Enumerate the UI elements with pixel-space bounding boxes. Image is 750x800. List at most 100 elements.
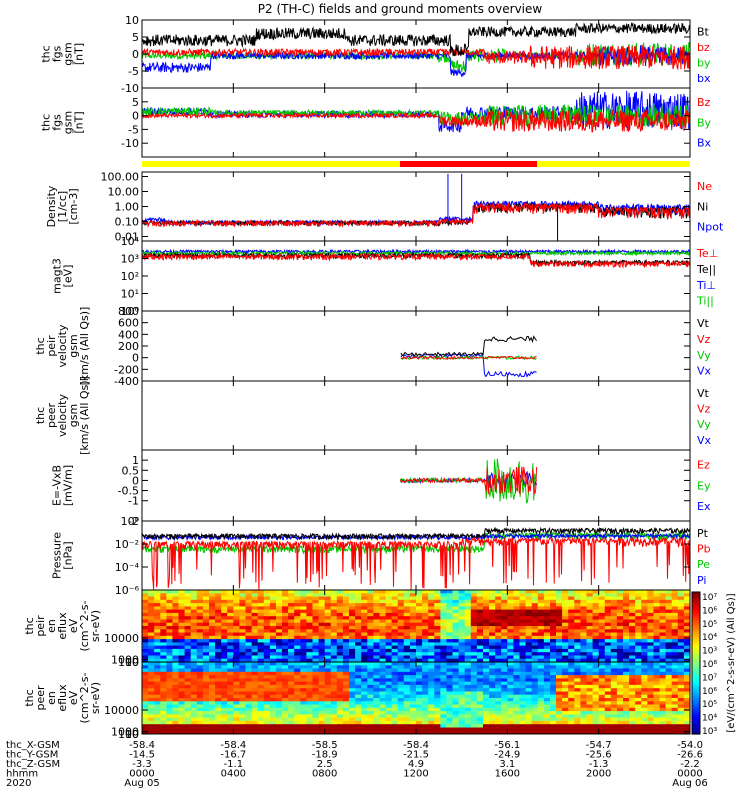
heat-cell (537, 678, 545, 683)
heat-cell (580, 609, 588, 614)
heat-cell (202, 707, 210, 712)
heat-cell (349, 711, 356, 715)
heat-cell (513, 655, 521, 660)
heat-cell (592, 626, 600, 630)
heat-cell (324, 622, 332, 627)
heat-cell (239, 717, 247, 722)
heat-cell (257, 675, 265, 679)
heat-cell (349, 704, 356, 709)
heat-cell (349, 599, 356, 604)
heat-cell (312, 714, 320, 719)
heat-cell (592, 665, 600, 670)
colorbar-step (692, 651, 700, 655)
heat-cell (403, 691, 411, 696)
heat-cell (385, 616, 393, 621)
heat-cell (677, 629, 685, 634)
heat-cell (154, 632, 161, 637)
heat-cell (282, 616, 289, 621)
heat-cell (525, 603, 533, 607)
heat-cell (452, 616, 460, 621)
heat-cell (154, 652, 161, 657)
heat-cell (367, 675, 374, 679)
heat-cell (379, 681, 387, 686)
heat-cell (537, 603, 545, 607)
heat-cell (537, 668, 545, 673)
heat-cell (464, 590, 472, 594)
heat-cell (683, 694, 690, 699)
heat-cell (355, 720, 362, 725)
heat-cell (196, 727, 204, 732)
heat-cell (245, 698, 253, 702)
heat-cell (330, 711, 338, 715)
heat-cell (239, 720, 247, 725)
ylabel-line: Density (45, 185, 58, 227)
heat-cell (665, 671, 673, 676)
heat-cell (215, 606, 222, 611)
heat-cell (653, 665, 661, 670)
heat-cell (616, 606, 624, 611)
heat-cell (580, 629, 588, 634)
heat-cell (598, 622, 606, 627)
heat-cell (397, 612, 405, 617)
heat-cell (391, 701, 399, 706)
heat-cell (166, 727, 174, 732)
heat-cell (166, 665, 174, 670)
heat-cell (464, 635, 472, 640)
heat-cell (641, 612, 648, 617)
heat-cell (269, 717, 277, 722)
heat-cell (562, 629, 569, 634)
heat-cell (306, 629, 314, 634)
heat-cell (409, 711, 417, 715)
heat-cell (665, 652, 673, 657)
heat-cell (416, 684, 423, 689)
heat-cell (318, 694, 326, 699)
heat-cell (142, 626, 149, 630)
heat-cell (282, 668, 289, 673)
heat-cell (190, 727, 198, 732)
ylabel-line: thc (34, 337, 47, 354)
heat-cell (556, 671, 563, 676)
heat-cell (428, 724, 435, 729)
heat-cell (282, 671, 289, 676)
heat-cell (336, 642, 344, 647)
heat-cell (306, 675, 314, 679)
heat-cell (483, 665, 490, 670)
heat-cell (452, 590, 460, 594)
heat-cell (306, 681, 314, 686)
heat-cell (452, 678, 460, 683)
heat-cell (409, 671, 417, 676)
heat-cell (568, 642, 575, 647)
heat-cell (495, 648, 502, 653)
heat-cell (452, 642, 460, 647)
heat-cell (318, 711, 326, 715)
heat-cell (349, 596, 356, 601)
heat-cell (653, 730, 661, 734)
heat-cell (403, 632, 411, 637)
heat-cell (629, 681, 636, 686)
heat-cell (276, 724, 283, 729)
heat-cell (519, 678, 527, 683)
heat-cell (446, 681, 454, 686)
heat-cell (202, 691, 210, 696)
heat-cell (616, 724, 624, 729)
heat-cell (300, 609, 307, 614)
heat-cell (215, 619, 222, 624)
heat-cell (367, 671, 374, 676)
ytick-label: 0 (132, 110, 139, 123)
heat-cell (519, 619, 527, 624)
heat-cell (215, 593, 222, 598)
heat-cell (568, 698, 575, 702)
heat-cell (282, 717, 289, 722)
heat-cell (665, 622, 673, 627)
heat-cell (318, 645, 326, 650)
heat-cell (373, 675, 381, 679)
heat-cell (434, 691, 441, 696)
heat-cell (318, 707, 326, 712)
heat-cell (483, 590, 490, 594)
heat-cell (245, 619, 253, 624)
heat-cell (367, 652, 374, 657)
heat-cell (683, 691, 690, 696)
heat-cell (160, 707, 167, 712)
heat-cell (202, 626, 210, 630)
heat-cell (440, 619, 448, 624)
